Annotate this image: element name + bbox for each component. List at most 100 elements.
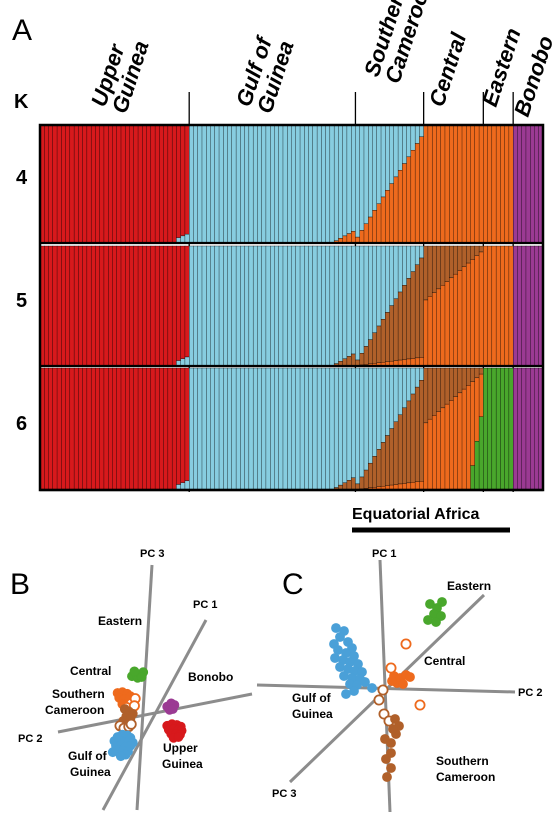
admixture-bar-segment xyxy=(393,367,399,422)
gulf-label-b-1: Gulf of xyxy=(68,749,108,763)
admixture-bar-segment xyxy=(163,367,169,491)
admixture-bar-segment xyxy=(461,388,467,491)
admixture-bar-segment xyxy=(410,149,416,244)
admixture-bar-segment xyxy=(495,245,501,367)
admixture-bar-segment xyxy=(342,124,348,237)
admixture-bar-segment xyxy=(312,367,318,491)
admixture-bar-segment xyxy=(368,216,373,244)
admixture-bar-segment xyxy=(474,377,480,442)
admixture-bar-segment xyxy=(453,124,459,244)
admixture-bar-segment xyxy=(393,124,399,178)
admixture-bar-segment xyxy=(342,367,348,483)
admixture-bar-segment xyxy=(78,367,83,491)
admixture-bar-segment xyxy=(159,245,164,367)
admixture-bar-segment xyxy=(393,245,399,299)
admixture-bar-segment xyxy=(440,407,446,491)
admixture-bar-segment xyxy=(470,381,476,466)
admixture-bar-segment xyxy=(521,245,527,367)
admixture-bar-segment xyxy=(274,367,280,491)
admixture-bar-segment xyxy=(385,367,390,436)
pca-point-upper-guinea xyxy=(173,732,184,742)
admixture-bar-segment xyxy=(291,124,297,244)
admixture-bar-segment xyxy=(184,245,190,358)
admixture-bar-segment xyxy=(44,245,49,367)
admixture-bar-segment xyxy=(410,245,416,272)
admixture-bar-segment xyxy=(466,367,471,386)
admixture-bar-segment xyxy=(103,367,109,491)
admixture-bar-segment xyxy=(112,367,118,491)
admixture-bar-segment xyxy=(440,285,446,367)
admixture-bar-segment xyxy=(210,124,216,244)
admixture-bar-segment xyxy=(240,124,245,244)
admixture-bar-segment xyxy=(431,292,437,367)
admixture-bar-segment xyxy=(261,245,267,367)
admixture-bar-segment xyxy=(189,124,194,244)
admixture-bar-segment xyxy=(304,367,309,491)
pca-point-central xyxy=(405,672,415,682)
admixture-bar-segment xyxy=(355,359,361,366)
admixture-bar-segment xyxy=(308,124,314,244)
admixture-bar-segment xyxy=(376,245,382,327)
admixture-bar-segment xyxy=(389,245,395,306)
admixture-bar-segment xyxy=(427,245,433,297)
pca-point-central xyxy=(385,662,397,674)
admixture-bar-segment xyxy=(500,124,506,244)
admixture-bar-segment xyxy=(108,367,113,491)
admixture-bar-segment xyxy=(363,223,369,244)
admixture-bar-segment xyxy=(65,124,71,244)
admixture-bar-segment xyxy=(385,124,390,191)
pca-point-southern-cameroon xyxy=(373,694,385,706)
admixture-bar-segment xyxy=(508,245,514,367)
admixture-bar-segment xyxy=(278,124,284,244)
admixture-bar-segment xyxy=(206,124,211,244)
admixture-bar-segment xyxy=(351,245,356,355)
pca-point-gulf-of-guinea xyxy=(360,677,370,687)
admixture-bar-segment xyxy=(235,124,241,244)
admixture-bar-segment xyxy=(363,124,369,224)
admixture-bar-segment xyxy=(508,124,514,244)
admixture-row-k4 xyxy=(39,124,544,245)
southern-label-b-1: Southern xyxy=(52,687,105,701)
admixture-bar-segment xyxy=(397,245,403,293)
admixture-bar-segment xyxy=(351,231,356,244)
admixture-bar-segment xyxy=(380,245,386,320)
admixture-bar-segment xyxy=(321,367,326,491)
admixture-bar-segment xyxy=(86,367,92,491)
pca-point-gulf-of-guinea xyxy=(339,671,349,681)
pca-point-southern-cameroon xyxy=(380,734,390,744)
pca-point-gulf-of-guinea xyxy=(335,662,345,672)
admixture-bar-segment xyxy=(206,245,211,367)
admixture-bar-segment xyxy=(304,245,309,367)
admixture-bar-segment xyxy=(376,449,382,487)
admixture-bar-segment xyxy=(99,124,105,244)
admixture-bar-segment xyxy=(295,124,301,244)
admixture-bar-segment xyxy=(257,245,263,367)
admixture-bar-segment xyxy=(69,124,75,244)
admixture-bar-segment xyxy=(474,255,480,367)
admixture-bar-segment xyxy=(466,124,471,244)
admixture-bar-segment xyxy=(240,245,245,367)
admixture-bar-segment xyxy=(517,367,523,491)
admixture-bar-segment xyxy=(146,124,152,244)
admixture-bar-segment xyxy=(478,416,484,491)
admixture-bar-segment xyxy=(423,367,429,424)
admixture-bar-segment xyxy=(372,456,378,488)
admixture-bar-segment xyxy=(112,245,118,367)
admixture-bar-segment xyxy=(338,124,344,239)
pca-point-southern-cameroon xyxy=(382,772,392,782)
southern-label-c-1: Southern xyxy=(436,754,489,768)
pc3-label-c: PC 3 xyxy=(272,788,296,800)
admixture-bar-segment xyxy=(436,367,442,412)
admixture-bar-segment xyxy=(474,124,480,244)
admixture-bar-segment xyxy=(355,245,361,361)
admixture-bar-segment xyxy=(56,245,62,367)
admixture-bar-segment xyxy=(478,367,484,375)
admixture-bar-segment xyxy=(291,367,297,491)
admixture-bar-segment xyxy=(385,190,390,244)
admixture-bar-segment xyxy=(73,124,79,244)
pca-point-bonobo xyxy=(167,704,178,714)
admixture-bar-segment xyxy=(346,480,352,491)
eastern-label-b: Eastern xyxy=(98,614,142,628)
admixture-bar-segment xyxy=(108,245,113,367)
admixture-bar-segment xyxy=(346,245,352,357)
